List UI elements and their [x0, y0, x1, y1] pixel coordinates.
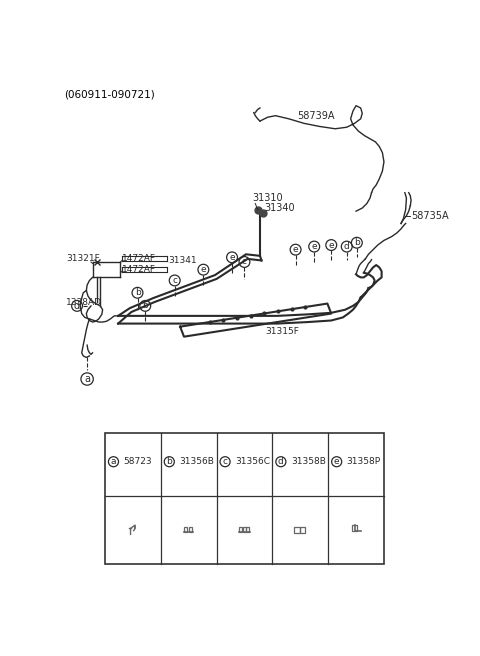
Text: 58723: 58723	[123, 457, 152, 466]
Bar	[352, 525, 357, 531]
Text: e: e	[229, 253, 235, 262]
Text: 58735A: 58735A	[411, 211, 449, 221]
Text: d: d	[278, 457, 284, 466]
Text: 1472AF: 1472AF	[122, 265, 156, 274]
Text: c: c	[223, 457, 228, 466]
Text: c: c	[242, 257, 247, 266]
Text: a: a	[84, 374, 90, 384]
Text: 1338AD: 1338AD	[66, 298, 102, 306]
Bar	[184, 527, 187, 532]
Bar	[239, 527, 242, 532]
Bar	[189, 527, 192, 532]
Text: c: c	[172, 276, 177, 285]
Text: b: b	[143, 301, 148, 310]
Text: b: b	[134, 288, 140, 297]
Text: a: a	[111, 457, 116, 466]
Text: e: e	[293, 245, 299, 254]
Text: 31356B: 31356B	[180, 457, 214, 466]
Bar	[294, 527, 300, 533]
Text: e: e	[334, 457, 339, 466]
Text: b: b	[167, 457, 172, 466]
Bar	[105, 433, 384, 564]
Text: d: d	[344, 242, 349, 251]
Bar	[300, 527, 305, 533]
Text: 31356C: 31356C	[235, 457, 270, 466]
Text: 31358P: 31358P	[347, 457, 381, 466]
Text: 31340: 31340	[264, 203, 294, 213]
Text: 58739A: 58739A	[297, 111, 335, 121]
Text: 31310: 31310	[252, 193, 283, 203]
Text: b: b	[354, 238, 360, 247]
Text: e: e	[312, 242, 317, 251]
Text: 31341: 31341	[168, 256, 197, 265]
Text: 1472AF: 1472AF	[122, 255, 156, 264]
Bar	[242, 527, 246, 532]
Text: e: e	[201, 265, 206, 274]
Text: e: e	[328, 241, 334, 249]
Text: 31315F: 31315F	[265, 327, 299, 336]
Text: (060911-090721): (060911-090721)	[64, 89, 155, 100]
Text: 31321F: 31321F	[66, 255, 100, 264]
Text: d: d	[74, 301, 80, 311]
Text: 31358B: 31358B	[291, 457, 326, 466]
Bar	[246, 527, 249, 532]
